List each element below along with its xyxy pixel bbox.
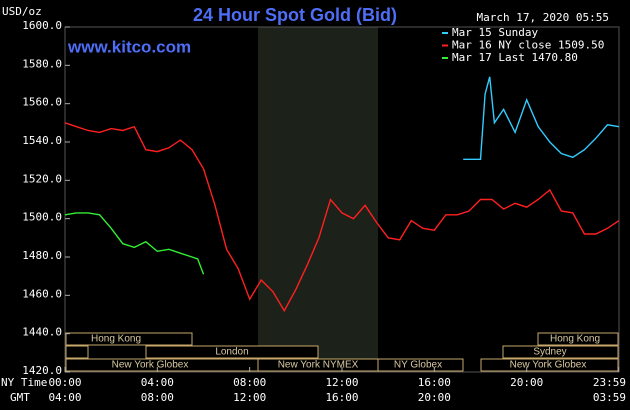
y-tick-label: 1460.0 bbox=[22, 287, 62, 300]
x2-tick-label: 03:59 bbox=[593, 391, 626, 404]
legend-label: Mar 16 NY close 1509.50 bbox=[452, 39, 604, 52]
y-tick-label: 1500.0 bbox=[22, 211, 62, 224]
x-tick-label: 00:00 bbox=[48, 376, 81, 389]
session-box bbox=[377, 358, 464, 372]
sessions: Hong Kong London New York Globex New Yor… bbox=[65, 332, 619, 372]
watermark: www.kitco.com bbox=[67, 37, 191, 56]
session-box bbox=[145, 345, 319, 359]
session-label: NY Globex bbox=[394, 360, 442, 371]
y-tick-label: 1540.0 bbox=[22, 134, 62, 147]
session-label: New York NYMEX bbox=[278, 360, 359, 371]
session-label: Hong Kong bbox=[91, 334, 141, 345]
session-label: Sydney bbox=[533, 347, 566, 358]
x-tick-label: 20:00 bbox=[510, 376, 543, 389]
session-shade bbox=[258, 27, 378, 372]
y-tick-label: 1560.0 bbox=[22, 96, 62, 109]
timestamp: March 17, 2020 05:55 bbox=[477, 11, 609, 24]
x2-tick-label: 20:00 bbox=[418, 391, 451, 404]
series-line bbox=[64, 122, 620, 313]
x-tick-label: 23:59 bbox=[593, 376, 626, 389]
x2-axis-label: GMT bbox=[10, 391, 30, 404]
y-tick-label: 1580.0 bbox=[22, 57, 62, 70]
y-tick-label: 1420.0 bbox=[22, 364, 62, 377]
y-axis-label: USD/oz bbox=[2, 5, 42, 18]
x-tick-label: 08:00 bbox=[233, 376, 266, 389]
x2-tick-label: 08:00 bbox=[141, 391, 174, 404]
x-tick-label: 04:00 bbox=[141, 376, 174, 389]
y-tick-label: 1520.0 bbox=[22, 172, 62, 185]
y-tick-label: 1440.0 bbox=[22, 326, 62, 339]
legend-label: Mar 17 Last 1470.80 bbox=[452, 51, 578, 64]
x2-tick-label: 04:00 bbox=[48, 391, 81, 404]
y-tick-label: 1600.0 bbox=[22, 19, 62, 32]
session-label: Hong Kong bbox=[550, 334, 600, 345]
x-axis-label: NY Time bbox=[1, 376, 47, 389]
chart-title: 24 Hour Spot Gold (Bid) bbox=[193, 5, 397, 25]
legend-label: Mar 15 Sunday bbox=[452, 26, 538, 39]
x-tick-label: 12:00 bbox=[325, 376, 358, 389]
session-label: London bbox=[215, 347, 248, 358]
series-line bbox=[463, 76, 620, 160]
x-tick-label: 16:00 bbox=[418, 376, 451, 389]
x2-tick-label: 16:00 bbox=[325, 391, 358, 404]
session-box bbox=[502, 345, 619, 359]
session-box bbox=[65, 345, 89, 359]
x2-tick-label: 12:00 bbox=[233, 391, 266, 404]
session-label: New York Globex bbox=[510, 360, 587, 371]
session-label: New York Globex bbox=[112, 360, 189, 371]
series-line bbox=[64, 212, 205, 275]
y-tick-label: 1480.0 bbox=[22, 249, 62, 262]
session-box bbox=[480, 358, 619, 372]
session-box bbox=[65, 332, 193, 346]
session-box bbox=[537, 332, 619, 346]
